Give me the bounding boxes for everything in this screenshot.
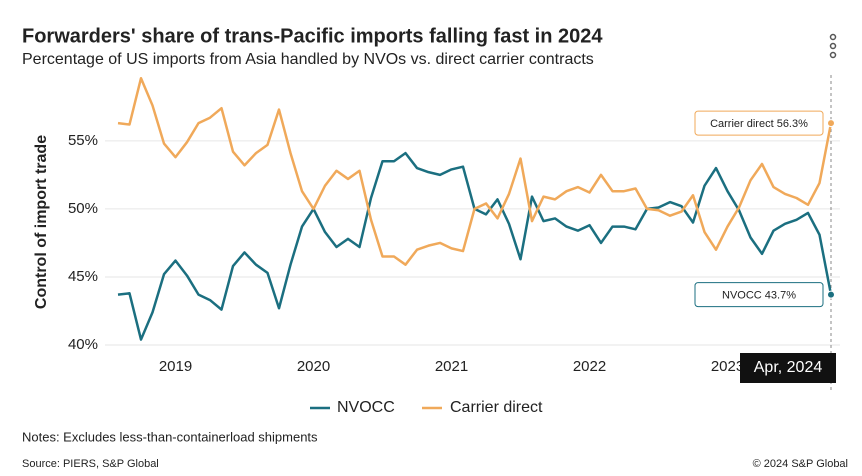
x-tick-label: 2022 — [573, 358, 606, 375]
hover-point — [827, 119, 835, 128]
y-tick-label: 40% — [68, 336, 98, 353]
data-label: NVOCC 43.7% — [722, 290, 796, 302]
series-line — [117, 151, 833, 341]
x-tick-label: 2023 — [711, 358, 744, 375]
x-tooltip-box — [740, 353, 836, 383]
series-line — [117, 76, 833, 266]
x-tick-label: 2019 — [159, 358, 192, 375]
source: Source: PIERS, S&P Global — [22, 458, 159, 470]
notes: Notes: Excludes less-than-containerload … — [22, 429, 318, 444]
chart-title: Forwarders' share of trans-Pacific impor… — [22, 25, 603, 47]
x-tooltip-label: Apr, 2024 — [754, 359, 823, 376]
menu-icon[interactable] — [829, 33, 837, 59]
y-tick-label: 55% — [68, 132, 98, 149]
tooltip-box — [694, 282, 824, 308]
legend-label: Carrier direct — [450, 399, 543, 416]
y-tick-label: 50% — [68, 200, 98, 217]
legend-label: NVOCC — [337, 399, 395, 416]
x-tick-label: 2020 — [297, 358, 330, 375]
hover-point — [827, 290, 835, 299]
chart-subtitle: Percentage of US imports from Asia handl… — [22, 51, 594, 68]
data-label: Carrier direct 56.3% — [710, 118, 808, 130]
x-tick-label: 2021 — [435, 358, 468, 375]
y-axis-title: Control of import trade — [33, 135, 50, 309]
tooltip-box — [694, 110, 824, 136]
copyright: © 2024 S&P Global — [753, 458, 848, 470]
y-tick-label: 45% — [68, 268, 98, 285]
